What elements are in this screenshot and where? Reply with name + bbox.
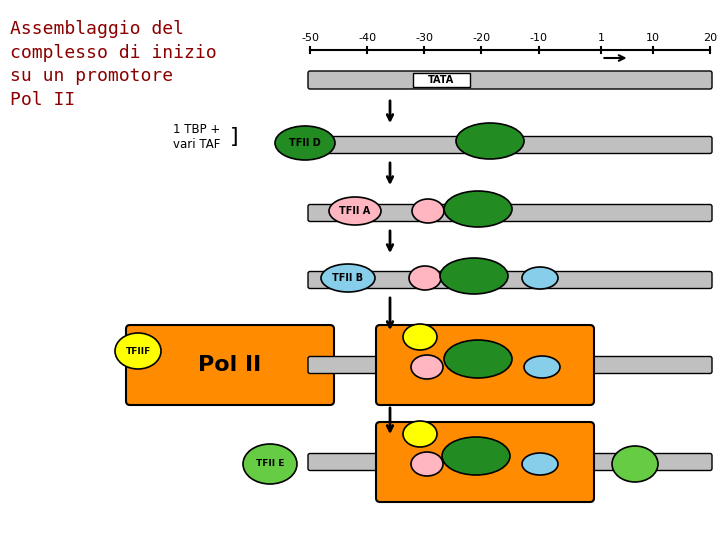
Ellipse shape xyxy=(522,453,558,475)
Ellipse shape xyxy=(329,197,381,225)
Ellipse shape xyxy=(115,333,161,369)
Ellipse shape xyxy=(522,267,558,289)
Text: TFII E: TFII E xyxy=(256,460,284,469)
FancyBboxPatch shape xyxy=(308,137,712,153)
Ellipse shape xyxy=(444,340,512,378)
Text: TFIIF: TFIIF xyxy=(125,347,150,355)
Text: Assemblaggio del
complesso di inizio
su un promotore
Pol II: Assemblaggio del complesso di inizio su … xyxy=(10,20,217,109)
Ellipse shape xyxy=(321,264,375,292)
Ellipse shape xyxy=(524,356,560,378)
Text: TFII D: TFII D xyxy=(289,138,321,148)
Ellipse shape xyxy=(456,123,524,159)
Ellipse shape xyxy=(403,421,437,447)
Ellipse shape xyxy=(442,437,510,475)
Text: Pol II: Pol II xyxy=(199,355,261,375)
Ellipse shape xyxy=(275,126,335,160)
FancyBboxPatch shape xyxy=(308,71,712,89)
Ellipse shape xyxy=(440,258,508,294)
Ellipse shape xyxy=(403,324,437,350)
Text: TFII B: TFII B xyxy=(333,273,364,283)
Ellipse shape xyxy=(409,266,441,290)
FancyBboxPatch shape xyxy=(126,325,334,405)
Ellipse shape xyxy=(411,452,443,476)
Text: TATA: TATA xyxy=(428,75,454,85)
FancyBboxPatch shape xyxy=(376,325,594,405)
Text: TFII A: TFII A xyxy=(339,206,371,216)
FancyBboxPatch shape xyxy=(308,356,712,374)
Ellipse shape xyxy=(243,444,297,484)
Text: 1: 1 xyxy=(598,33,605,43)
Text: ]: ] xyxy=(230,127,238,147)
Text: -20: -20 xyxy=(472,33,490,43)
Text: 20: 20 xyxy=(703,33,717,43)
FancyBboxPatch shape xyxy=(376,422,594,502)
FancyBboxPatch shape xyxy=(308,272,712,288)
Text: -50: -50 xyxy=(301,33,319,43)
Text: -30: -30 xyxy=(415,33,433,43)
Ellipse shape xyxy=(412,199,444,223)
FancyBboxPatch shape xyxy=(308,205,712,221)
Text: 1 TBP +
vari TAF: 1 TBP + vari TAF xyxy=(173,123,220,151)
Ellipse shape xyxy=(444,191,512,227)
Ellipse shape xyxy=(411,355,443,379)
Ellipse shape xyxy=(612,446,658,482)
Text: -10: -10 xyxy=(530,33,548,43)
Bar xyxy=(413,73,470,87)
FancyBboxPatch shape xyxy=(308,454,712,470)
Text: -40: -40 xyxy=(358,33,377,43)
Text: 10: 10 xyxy=(646,33,660,43)
